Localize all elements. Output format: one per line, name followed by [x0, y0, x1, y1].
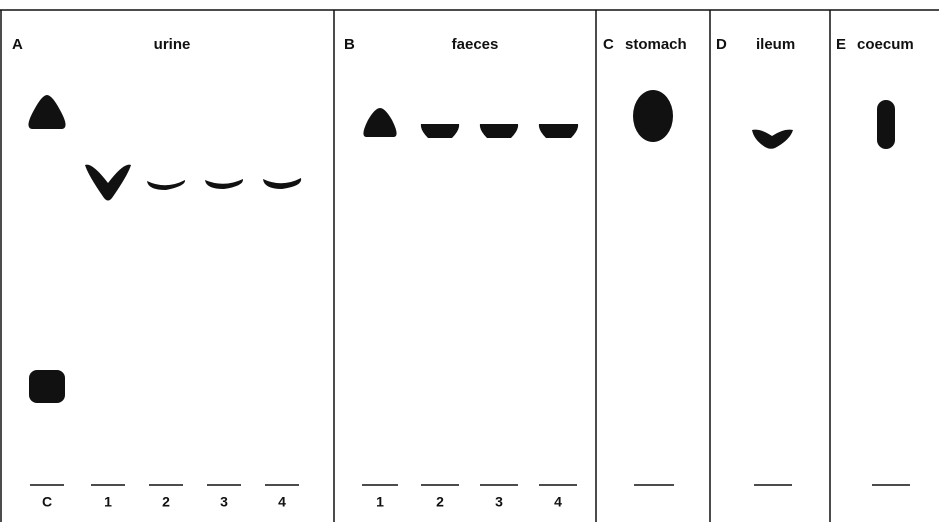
panel-letter: A — [12, 36, 23, 53]
lane-label: 1 — [104, 494, 112, 510]
lane-label: 4 — [554, 494, 562, 510]
panel-letter: B — [344, 36, 355, 53]
lane-label: 1 — [376, 494, 384, 510]
lane-label: 2 — [436, 494, 444, 510]
panel-letter: E — [836, 36, 846, 53]
panel-title: stomach — [625, 36, 687, 53]
panel-letter: D — [716, 36, 727, 53]
lane-label: 3 — [220, 494, 228, 510]
panel-letter: C — [603, 36, 614, 53]
lane-label: 4 — [278, 494, 286, 510]
figure: A urine B faeces C stomach D ileum E coe… — [0, 0, 939, 522]
spots — [28, 90, 895, 403]
panel-title: faeces — [452, 36, 499, 53]
panel-title: ileum — [756, 36, 795, 53]
lane-label: 3 — [495, 494, 503, 510]
lane-label: C — [42, 494, 52, 510]
panel-borders — [0, 10, 939, 522]
panel-title: coecum — [857, 36, 914, 53]
lane-label: 2 — [162, 494, 170, 510]
panel-title: urine — [154, 36, 191, 53]
